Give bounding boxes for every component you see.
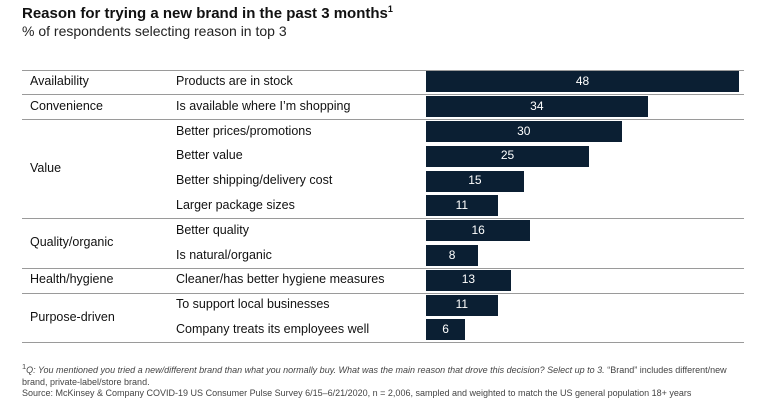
category-label: Products are in stock	[176, 73, 293, 88]
group-divider	[22, 267, 744, 269]
bar-value-label: 15	[468, 173, 482, 188]
category-label: Cleaner/has better hygiene measures	[176, 272, 385, 287]
bar	[426, 294, 498, 316]
group-divider	[22, 119, 744, 121]
group-divider	[22, 292, 744, 294]
footnote-source: Source: McKinsey & Company COVID-19 US C…	[22, 388, 692, 398]
bar-value-label: 25	[500, 148, 515, 163]
category-label: Larger package sizes	[176, 197, 295, 212]
group-divider	[22, 218, 744, 220]
bar-value-label: 11	[455, 297, 469, 312]
category-label: To support local businesses	[176, 297, 330, 312]
footnote-note: “Brand” includes different/new brand, pr…	[22, 365, 727, 387]
bar-value-label: 16	[471, 222, 485, 237]
bar	[426, 319, 466, 341]
category-label: Company treats its employees well	[176, 321, 370, 336]
footnote-marker: 1	[22, 362, 27, 371]
bar	[426, 220, 531, 242]
category-label: Better prices/promotions	[176, 123, 312, 138]
category-label: Better quality	[176, 222, 249, 237]
group-divider	[22, 94, 744, 96]
title-footnote-marker: 1	[387, 4, 393, 14]
footnote-question: Q: You mentioned you tried a new/differe…	[26, 365, 605, 375]
bar-value-label: 11	[455, 197, 469, 212]
group-label: Availability	[30, 73, 89, 88]
group-label: Value	[30, 160, 62, 175]
bar	[426, 245, 479, 266]
bar-value-label: 6	[442, 321, 449, 336]
bar	[426, 195, 498, 217]
bar	[426, 121, 622, 142]
chart-subtitle: % of respondents selecting reason in top…	[22, 23, 287, 39]
bar-value-label: 8	[448, 247, 456, 262]
chart-title: Reason for trying a new brand in the pas…	[22, 4, 393, 22]
bar	[426, 71, 739, 93]
category-label: Better value	[176, 148, 243, 163]
group-divider	[22, 69, 744, 71]
bar	[426, 269, 511, 291]
group-label: Convenience	[30, 98, 103, 113]
category-label: Is natural/organic	[176, 247, 272, 262]
group-label: Purpose-driven	[30, 309, 115, 324]
chart-bottom-divider	[22, 342, 744, 344]
bar	[426, 170, 524, 192]
bar	[426, 96, 648, 118]
bar-value-label: 30	[517, 123, 531, 138]
category-label: Better shipping/delivery cost	[176, 173, 333, 188]
footnote: 1Q: You mentioned you tried a new/differ…	[22, 361, 744, 400]
bar-value-label: 48	[575, 73, 590, 88]
bar-value-label: 13	[461, 272, 476, 287]
category-label: Is available where I’m shopping	[176, 98, 351, 113]
group-label: Health/hygiene	[30, 272, 114, 287]
group-label: Quality/organic	[30, 235, 114, 250]
bar-value-label: 34	[530, 98, 544, 113]
bar	[426, 145, 590, 167]
